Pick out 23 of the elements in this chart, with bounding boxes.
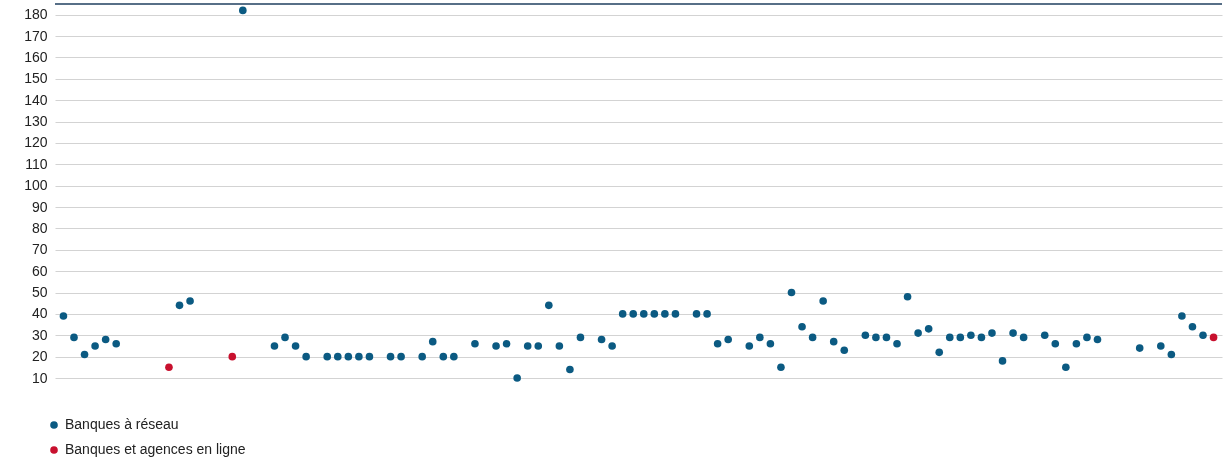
y-tick-label: 170	[24, 27, 48, 44]
y-tick-label: 90	[31, 198, 48, 215]
y-tick-label: 10	[31, 369, 48, 386]
point	[165, 363, 173, 372]
y-tick-label: 160	[24, 48, 48, 65]
y-tick-label: 70	[31, 241, 48, 258]
point	[228, 352, 237, 361]
y-tick-label: 120	[24, 134, 48, 151]
y-tick-label: 20	[31, 348, 48, 365]
legend-label: Banques et agences en ligne	[65, 441, 246, 457]
y-tick-label: 150	[24, 70, 48, 87]
y-tick-label: 110	[25, 155, 48, 172]
y-tick-label: 60	[31, 262, 48, 279]
legend-label: Banques à réseau	[65, 416, 179, 432]
point	[1209, 333, 1218, 342]
y-tick-label: 40	[31, 305, 48, 322]
y-tick-label: 140	[24, 91, 48, 108]
y-tick-label: 180	[24, 6, 48, 23]
y-tick-label: 80	[31, 219, 48, 236]
y-tick-label: 50	[31, 284, 48, 301]
y-tick-label: 130	[24, 113, 48, 130]
y-tick-label: 30	[31, 326, 48, 343]
y-tick-label: 100	[24, 177, 48, 194]
